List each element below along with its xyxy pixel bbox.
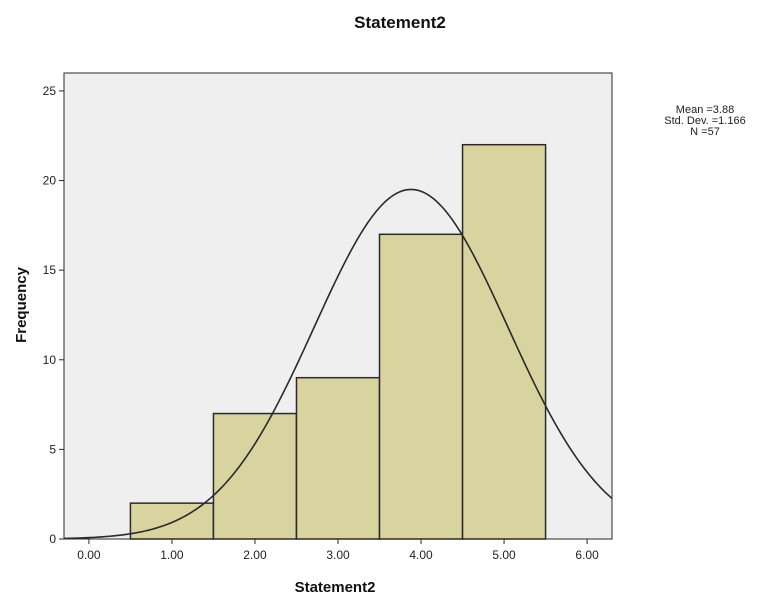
- x-tick-label: 1.00: [160, 548, 184, 562]
- y-tick-label: 5: [49, 442, 56, 456]
- x-tick-label: 6.00: [575, 548, 599, 562]
- stats-line: Std. Dev. =1.166: [664, 115, 745, 127]
- histogram-bar-3: [295, 376, 381, 540]
- histogram-bar-2: [212, 412, 298, 540]
- x-tick-label: 2.00: [243, 548, 267, 562]
- bars-group: [129, 143, 547, 540]
- y-axis-label: Frequency: [13, 266, 30, 343]
- chart-title: Statement2: [354, 13, 446, 32]
- stats-line: Mean =3.88: [676, 104, 734, 116]
- histogram-bar-5: [461, 143, 547, 540]
- x-axis: 0.00 1.00 2.00 3.00 4.00 5.00 6.00: [77, 539, 599, 562]
- stats-line: N =57: [690, 126, 720, 138]
- normal-curve: [63, 188, 613, 540]
- y-tick-label: 20: [43, 174, 57, 188]
- y-tick-label: 10: [43, 353, 57, 367]
- histogram-bar-1: [129, 502, 215, 540]
- x-tick-label: 5.00: [492, 548, 516, 562]
- x-axis-label: Statement2: [295, 579, 376, 596]
- x-tick-label: 4.00: [409, 548, 433, 562]
- y-tick-label: 0: [49, 532, 56, 546]
- x-tick-label: 0.00: [77, 548, 101, 562]
- y-tick-label: 15: [43, 263, 57, 277]
- y-axis: 0 5 10 15 20 25: [43, 84, 64, 546]
- y-tick-label: 25: [43, 84, 57, 98]
- histogram-bar-4: [378, 233, 464, 540]
- x-tick-label: 3.00: [326, 548, 350, 562]
